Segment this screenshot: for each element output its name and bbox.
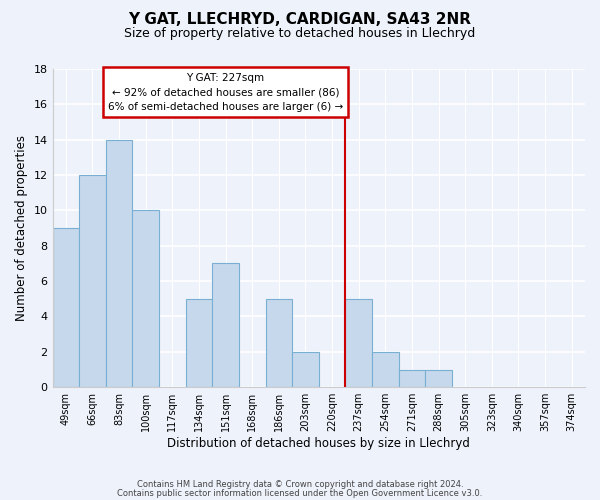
Y-axis label: Number of detached properties: Number of detached properties (15, 135, 28, 321)
Bar (212, 264, 239, 387)
Text: Size of property relative to detached houses in Llechryd: Size of property relative to detached ho… (124, 28, 476, 40)
Text: Contains public sector information licensed under the Open Government Licence v3: Contains public sector information licen… (118, 490, 482, 498)
Bar (53, 228, 79, 387)
Bar (266, 299, 292, 387)
Bar (133, 210, 159, 387)
Bar (185, 299, 212, 387)
Text: Contains HM Land Registry data © Crown copyright and database right 2024.: Contains HM Land Registry data © Crown c… (137, 480, 463, 489)
X-axis label: Distribution of detached houses by size in Llechryd: Distribution of detached houses by size … (167, 437, 470, 450)
Bar (425, 370, 452, 387)
Bar (398, 370, 425, 387)
Text: Y GAT, LLECHRYD, CARDIGAN, SA43 2NR: Y GAT, LLECHRYD, CARDIGAN, SA43 2NR (128, 12, 472, 28)
Bar (292, 352, 319, 387)
Bar (346, 299, 372, 387)
Bar (106, 140, 133, 387)
Bar (79, 175, 106, 387)
Text: Y GAT: 227sqm
← 92% of detached houses are smaller (86)
6% of semi-detached hous: Y GAT: 227sqm ← 92% of detached houses a… (108, 72, 343, 112)
Bar (372, 352, 398, 387)
